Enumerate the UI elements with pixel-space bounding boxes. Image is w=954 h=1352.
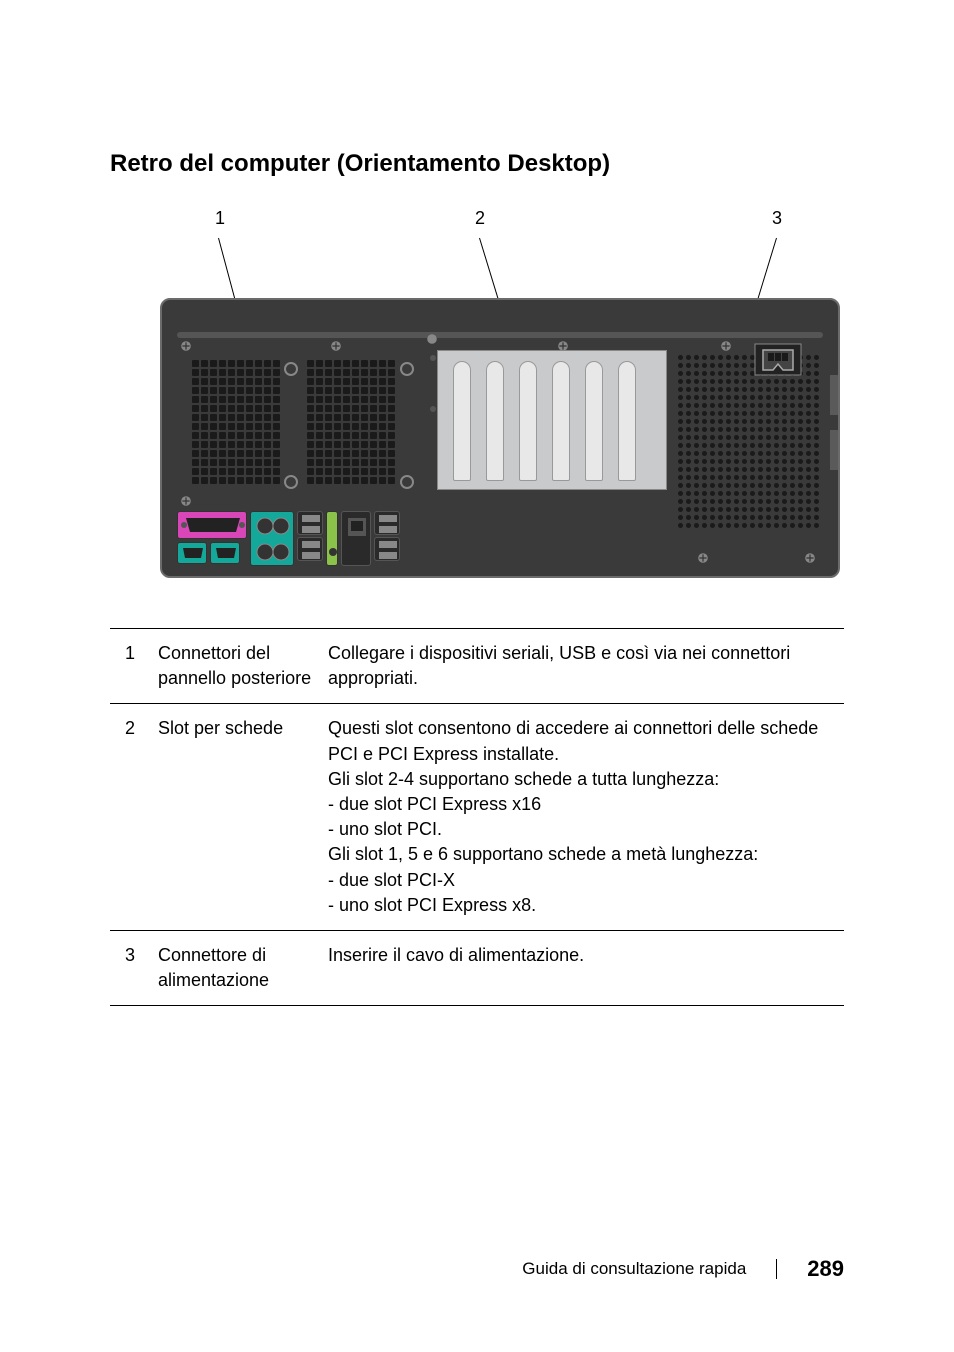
- callout-numbers-row: 1 2 3: [160, 208, 840, 238]
- section-heading: Retro del computer (Orientamento Desktop…: [110, 150, 844, 178]
- audio-jack-lime: [326, 511, 338, 566]
- screw-icon: [720, 340, 732, 352]
- callout-description-table: 1Connettori del pannello posterioreColle…: [110, 628, 844, 1006]
- screw-icon: [804, 552, 816, 564]
- screw-icon: [426, 333, 438, 345]
- row-description: Inserire il cavo di alimentazione.: [320, 930, 844, 1005]
- row-label: Slot per schede: [150, 704, 320, 931]
- rear-io-panel: [177, 511, 400, 566]
- page-footer: Guida di consultazione rapida 289: [522, 1256, 844, 1282]
- expansion-slot: [552, 361, 570, 481]
- row-number: 2: [110, 704, 150, 931]
- callout-2: 2: [475, 208, 485, 229]
- table-row: 2Slot per schedeQuesti slot consentono d…: [110, 704, 844, 931]
- footer-divider: [776, 1259, 777, 1279]
- screw-icon: [180, 495, 192, 507]
- power-connector: [753, 342, 803, 377]
- screw-icon: [180, 340, 192, 352]
- row-description: Collegare i dispositivi seriali, USB e c…: [320, 629, 844, 704]
- parallel-port: [177, 511, 247, 539]
- chassis-side-tabs: [830, 375, 840, 485]
- expansion-slot: [486, 361, 504, 481]
- ventilation-grid: [192, 360, 280, 484]
- footer-title: Guida di consultazione rapida: [522, 1259, 746, 1279]
- table-row: 3Connettore di alimentazioneInserire il …: [110, 930, 844, 1005]
- row-description: Questi slot consentono di accedere ai co…: [320, 704, 844, 931]
- computer-chassis-rear: [160, 298, 840, 578]
- rear-view-diagram: 1 2 3: [160, 208, 840, 578]
- expansion-slot: [618, 361, 636, 481]
- page-number: 289: [807, 1256, 844, 1282]
- row-label: Connettore di alimentazione: [150, 930, 320, 1005]
- callout-3: 3: [772, 208, 782, 229]
- expansion-slot: [453, 361, 471, 481]
- callout-1: 1: [215, 208, 225, 229]
- network-port: [341, 511, 371, 566]
- serial-port-2: [210, 542, 240, 564]
- expansion-slot: [519, 361, 537, 481]
- usb-stack-1: [297, 511, 323, 566]
- vga-ps2-block: [250, 511, 294, 566]
- usb-stack-2: [374, 511, 400, 566]
- screw-icon: [330, 340, 342, 352]
- screw-icon: [697, 552, 709, 564]
- table-row: 1Connettori del pannello posterioreColle…: [110, 629, 844, 704]
- row-label: Connettori del pannello posteriore: [150, 629, 320, 704]
- row-number: 1: [110, 629, 150, 704]
- callout-leader-lines: [160, 238, 840, 298]
- expansion-slot-bracket: [437, 350, 667, 490]
- row-number: 3: [110, 930, 150, 1005]
- serial-port-1: [177, 542, 207, 564]
- ventilation-grid: [307, 360, 395, 484]
- psu-ventilation: [678, 355, 818, 525]
- expansion-slot: [585, 361, 603, 481]
